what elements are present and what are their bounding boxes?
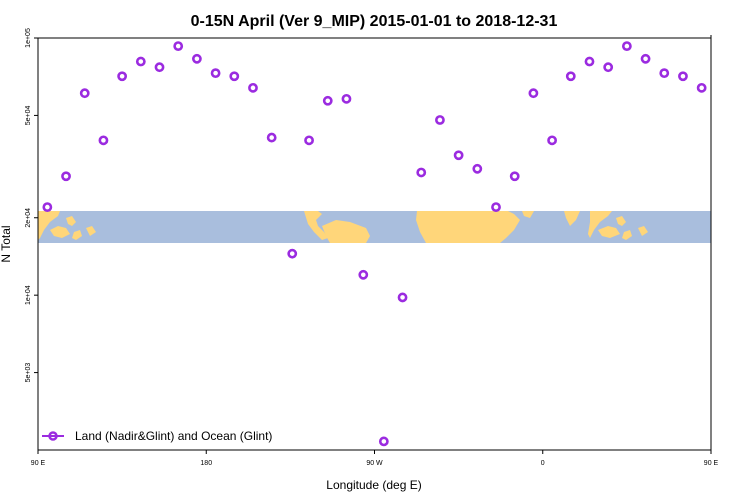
data-point <box>117 71 128 82</box>
data-point <box>528 88 539 99</box>
data-point <box>603 62 614 73</box>
data-point <box>678 71 688 82</box>
y-axis-label: N Total <box>0 225 13 262</box>
plot-frame <box>37 37 712 451</box>
data-point <box>547 135 557 146</box>
y-tick-label: 5e+03 <box>25 363 32 383</box>
x-tick-label: 90 E <box>31 460 46 467</box>
x-axis-label: Longitude (deg E) <box>326 478 421 492</box>
data-point <box>453 150 464 161</box>
data-point <box>435 115 445 125</box>
data-point <box>659 68 670 79</box>
data-point <box>248 82 258 93</box>
data-point <box>509 171 520 182</box>
y-tick-label: 2e+04 <box>25 208 32 228</box>
map-background <box>38 211 711 243</box>
legend: Land (Nadir&Glint) and Ocean (Glint) <box>42 429 272 443</box>
data-point <box>696 82 707 93</box>
y-axis: 5e+03 1e+04 2e+04 5e+04 1e+05 <box>25 28 38 382</box>
data-point <box>397 292 408 303</box>
data-point <box>229 71 240 82</box>
y-tick-label: 5e+04 <box>25 105 32 125</box>
data-point <box>287 248 298 259</box>
x-tick-label: 0 <box>541 460 545 467</box>
data-point <box>416 167 427 178</box>
data-point <box>98 135 109 146</box>
data-point <box>491 202 501 213</box>
data-point <box>584 56 595 67</box>
data-point <box>472 163 483 174</box>
map-land <box>38 211 648 243</box>
data-point <box>192 53 202 64</box>
data-point <box>358 269 369 280</box>
data-point <box>266 132 277 143</box>
data-point <box>135 56 146 67</box>
x-tick-label: 180 <box>200 460 212 467</box>
data-point <box>154 62 165 73</box>
data-point <box>61 171 71 182</box>
x-tick-label: 90 E <box>704 460 719 467</box>
data-point <box>565 71 576 82</box>
data-point <box>341 93 352 104</box>
data-point <box>79 88 90 99</box>
data-points <box>42 41 707 447</box>
data-point <box>173 41 184 52</box>
x-axis: 90 E 180 90 W 0 90 E <box>31 35 719 467</box>
x-tick-label: 90 W <box>366 460 383 467</box>
data-point <box>42 202 53 213</box>
data-point <box>378 436 389 447</box>
legend-circle-marker <box>48 431 58 441</box>
data-point <box>322 95 333 106</box>
data-point <box>210 68 221 79</box>
y-tick-label: 1e+05 <box>25 28 32 48</box>
data-point <box>640 53 651 64</box>
data-point <box>304 135 314 146</box>
y-tick-label: 1e+04 <box>25 285 32 305</box>
data-point <box>621 41 632 52</box>
legend-label: Land (Nadir&Glint) and Ocean (Glint) <box>75 429 272 443</box>
chart-title: 0-15N April (Ver 9_MIP) 2015-01-01 to 20… <box>191 13 558 30</box>
